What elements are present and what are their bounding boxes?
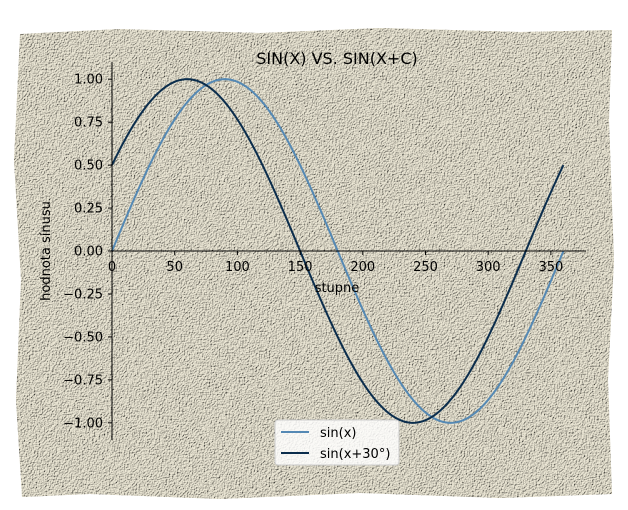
x-tick-label: 150 <box>288 260 313 275</box>
x-tick-label: 350 <box>538 260 563 275</box>
x-tick-label: 300 <box>476 260 501 275</box>
chart-title: SIN(X) VS. SIN(X+C) <box>256 49 418 68</box>
y-tick-label: 0.75 <box>74 116 103 131</box>
legend-label-sin-x: sin(x) <box>320 426 356 441</box>
y-tick-label: 0.00 <box>74 245 103 260</box>
y-tick-label: −0.50 <box>63 330 103 345</box>
y-tick-label: −0.75 <box>63 373 103 388</box>
y-tick-label: 0.25 <box>74 202 103 217</box>
y-tick-label: −0.25 <box>63 287 103 302</box>
x-tick-label: 0 <box>108 260 116 275</box>
legend-label-sin-x-30: sin(x+30°) <box>320 447 390 462</box>
y-axis-title: hodnota sínusu <box>39 201 54 301</box>
x-tick-label: 50 <box>166 260 183 275</box>
y-tick-label: 0.50 <box>74 159 103 174</box>
y-axis-ticks: 1.00 0.75 0.50 0.25 0.00 −0.25 −0.50 −0.75 −1.00 <box>63 73 112 431</box>
x-tick-label: 100 <box>225 260 250 275</box>
series-line-1 <box>111 78 565 424</box>
x-tick-label: 200 <box>350 260 375 275</box>
y-tick-label: 1.00 <box>74 73 103 88</box>
legend: sin(x) sin(x+30°) <box>274 419 400 466</box>
y-tick-label: −1.00 <box>63 416 103 431</box>
x-axis-title: stupne <box>315 281 360 296</box>
x-tick-label: 250 <box>413 260 438 275</box>
x-axis-ticks: 0 50 100 150 200 250 300 350 <box>108 251 563 275</box>
